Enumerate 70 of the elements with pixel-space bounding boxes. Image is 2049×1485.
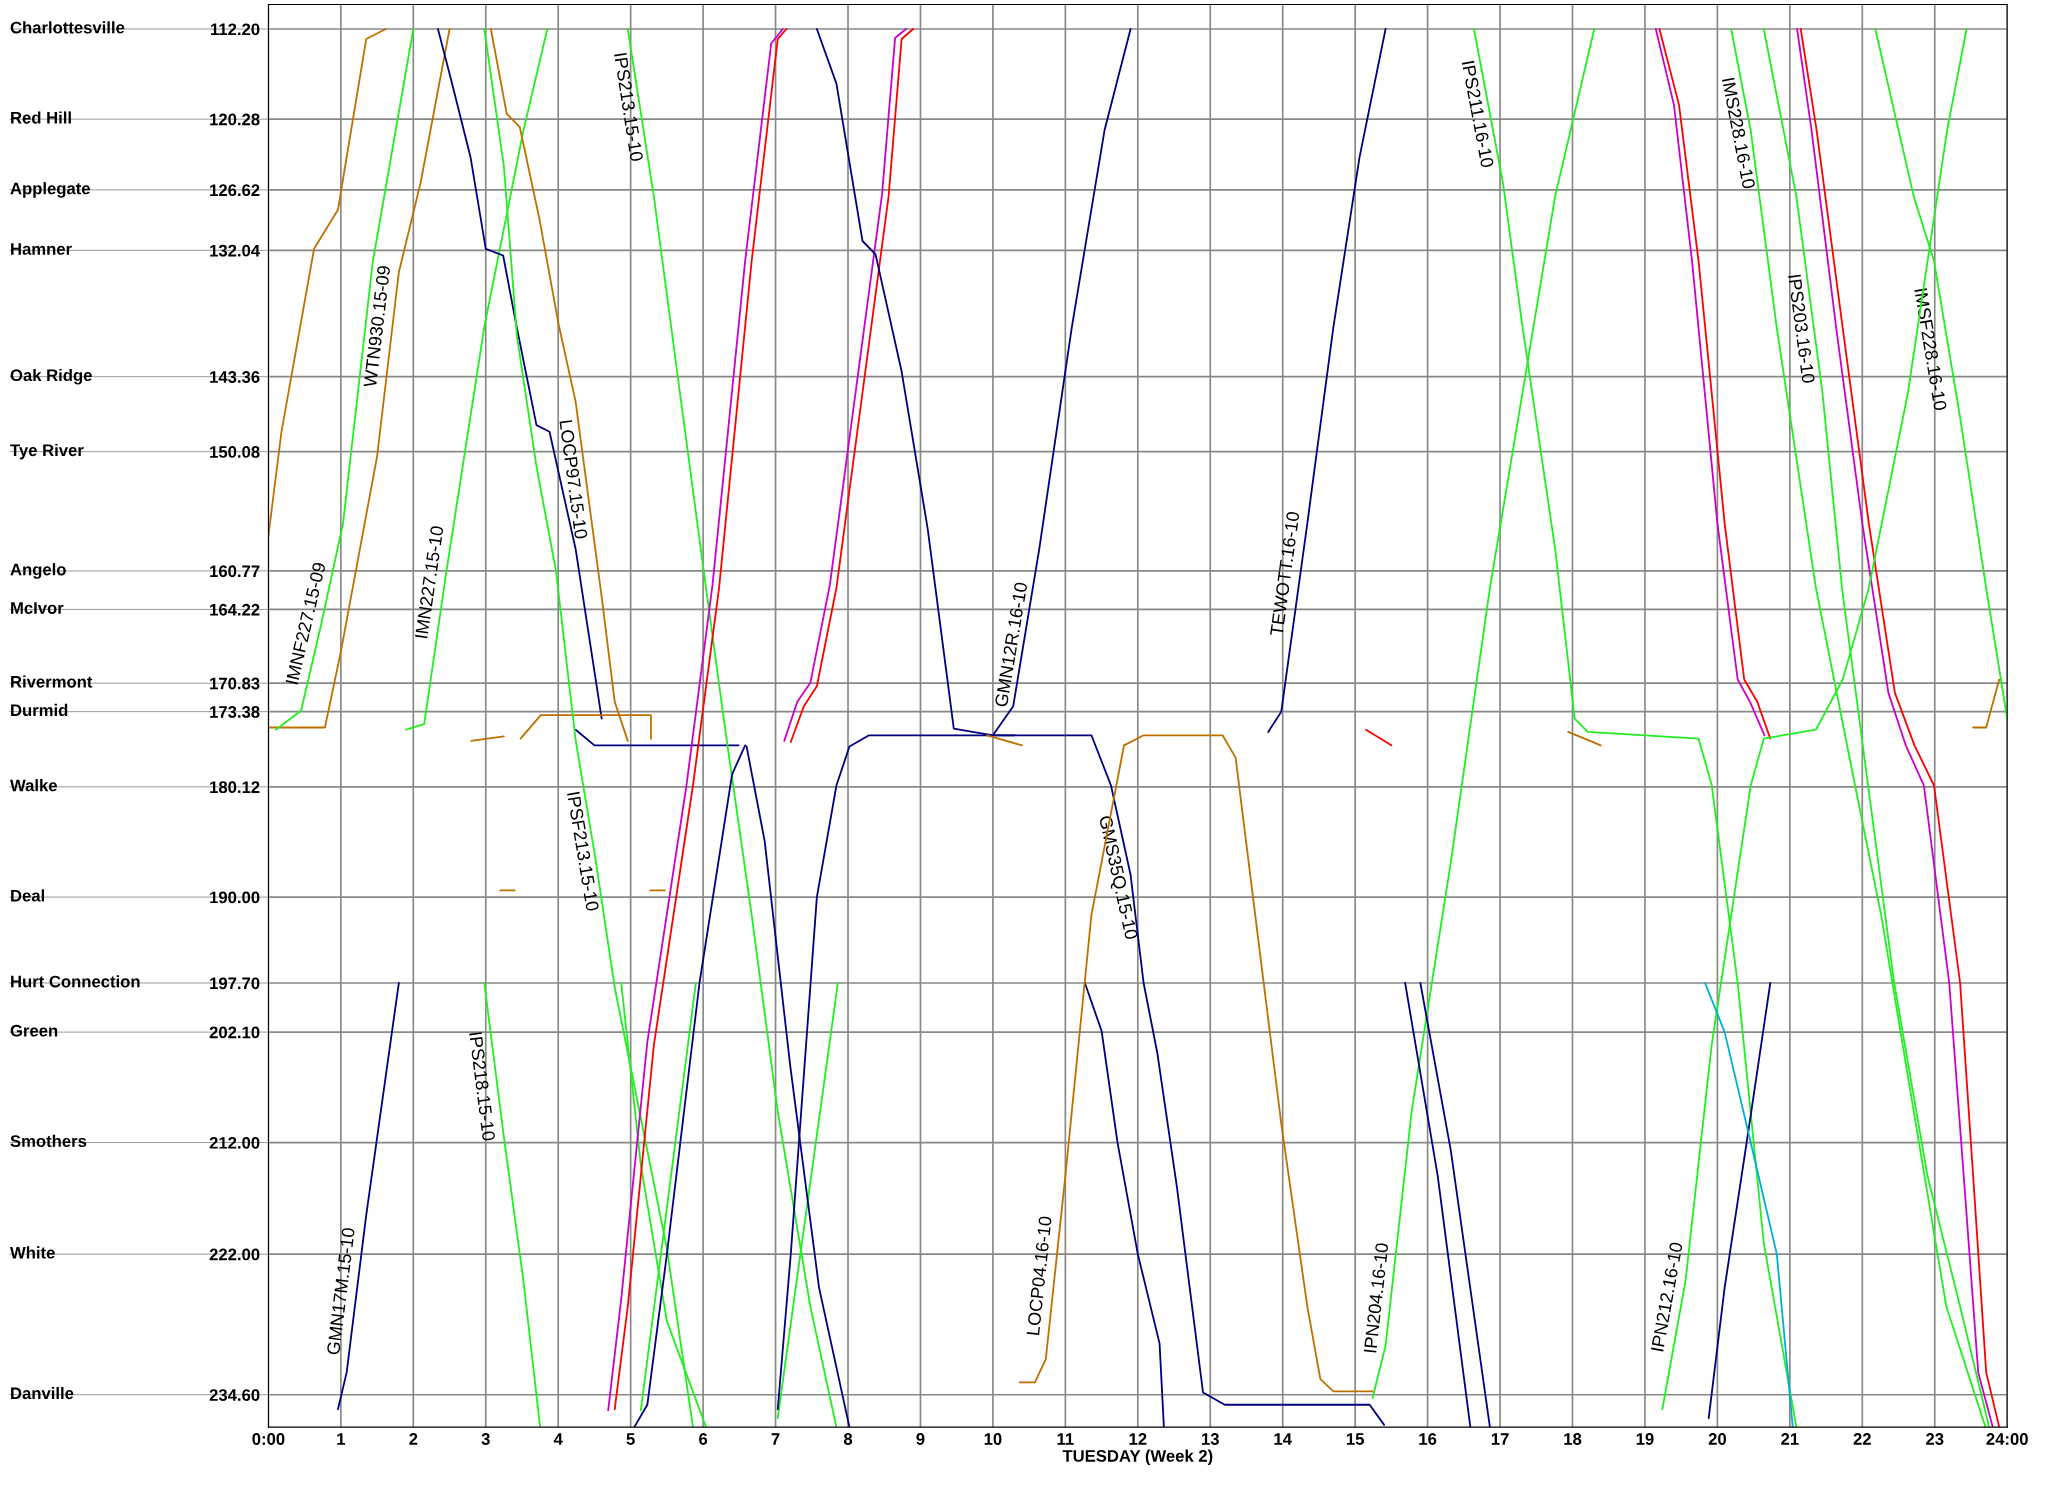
x-tick-label: 4 (553, 1433, 563, 1445)
ref-line-label: White (10, 1246, 55, 1259)
y-tick-label: 202.10 (209, 1026, 260, 1039)
annotation: IPN204.16-10 (1363, 1242, 1389, 1353)
y-tick-label: 126.62 (210, 184, 260, 197)
annotation: IMN227.15-10 (414, 525, 444, 639)
y-tick-label: 173.38 (210, 706, 260, 718)
x-tick-label: 14 (1274, 1433, 1292, 1445)
ref-line-label: Deal (11, 889, 45, 902)
annotation: IPS203.16-10 (1788, 274, 1816, 384)
ref-line-label: Walke (10, 779, 57, 792)
x-tick-label: 13 (1202, 1433, 1219, 1445)
ref-line-label: Tye River (10, 443, 84, 460)
annotation: LOCP97.15-10 (559, 420, 588, 540)
x-tick-label: 0:00 (252, 1433, 285, 1445)
x-tick-label: 16 (1419, 1433, 1437, 1445)
ref-line-label: Charlottesville (10, 21, 125, 34)
ref-line-label: Danville (11, 1386, 74, 1400)
x-axis-title: TUESDAY (Week 2) (1062, 1449, 1213, 1466)
y-tick-label: 132.04 (210, 244, 260, 257)
x-tick-label: 9 (916, 1433, 925, 1445)
ref-line-label: Red Hill (11, 111, 71, 124)
y-tick-label: 190.00 (210, 891, 260, 904)
ref-line-label: Hurt Connection (11, 975, 140, 988)
x-tick-label: 17 (1491, 1433, 1509, 1445)
x-tick-label: 20 (1708, 1433, 1726, 1445)
y-tick-label: 180.12 (210, 781, 260, 794)
annotation: WTN930.15-09 (363, 265, 391, 388)
x-tick-label: 6 (699, 1433, 708, 1445)
annotation: GMN17M.15-10 (326, 1227, 355, 1355)
x-tick-label: 15 (1346, 1433, 1364, 1445)
x-tick-label: 23 (1926, 1433, 1944, 1445)
annotation: IPS218.15-10 (469, 1032, 496, 1141)
x-tick-label: 18 (1564, 1433, 1582, 1445)
ref-line-label: McIvor (11, 602, 64, 614)
ref-line-label: Hamner (11, 243, 72, 255)
y-tick-label: 164.22 (210, 603, 260, 616)
y-tick-label: 150.08 (210, 446, 260, 458)
y-tick-label: 160.77 (210, 565, 260, 578)
x-tick-label: 11 (1057, 1433, 1074, 1445)
ref-line-label: Oak Ridge (10, 368, 92, 385)
ref-line-label: Durmid (11, 703, 68, 717)
ref-line-label: Angelo (10, 563, 66, 579)
x-tick-label: 19 (1636, 1433, 1654, 1445)
y-tick-label: 234.60 (209, 1389, 260, 1401)
y-tick-label: 222.00 (209, 1248, 260, 1261)
annotation: IPS213.15-10 (614, 52, 644, 162)
annotation: TEWOTT.16-10 (1269, 511, 1300, 637)
x-tick-label: 2 (409, 1433, 418, 1445)
ref-line-label: Rivermont (11, 675, 93, 688)
x-tick-label: 12 (1129, 1433, 1147, 1445)
y-tick-label: 170.83 (210, 677, 260, 690)
ref-line-label: Applegate (10, 182, 90, 198)
annotation: LOCP04.16-10 (1026, 1216, 1052, 1336)
x-tick-label: 3 (481, 1433, 490, 1445)
y-tick-label: 197.70 (210, 977, 260, 990)
ref-line-label: Green (10, 1024, 58, 1037)
y-tick-label: 112.20 (211, 23, 260, 36)
x-tick-label: 1 (337, 1433, 346, 1445)
ref-line-label: Smothers (10, 1134, 87, 1148)
x-tick-label: 10 (984, 1433, 1002, 1445)
x-tick-label: 24:00 (1986, 1433, 2028, 1445)
x-tick-label: 7 (771, 1433, 780, 1445)
x-tick-label: 21 (1781, 1433, 1799, 1445)
y-tick-label: 120.28 (210, 113, 260, 126)
y-tick-label: 143.36 (210, 371, 260, 383)
x-tick-label: 22 (1853, 1433, 1871, 1445)
x-tick-label: 8 (843, 1433, 853, 1445)
y-tick-label: 212.00 (209, 1136, 260, 1149)
x-tick-label: 5 (626, 1433, 635, 1445)
